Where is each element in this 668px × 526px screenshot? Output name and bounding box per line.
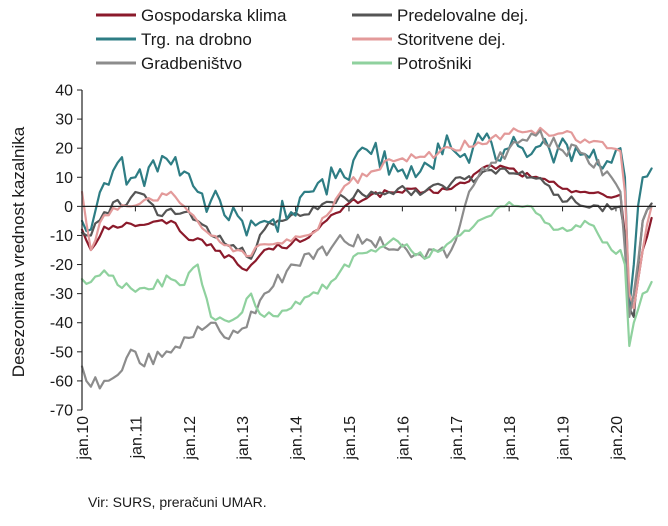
y-tick-label: 20 <box>55 141 73 158</box>
x-axis-ticks: jan.10 jan.11 jan.12 jan.13 jan.14 jan.15 jan.… <box>75 206 626 461</box>
x-tick-label: jan.17 <box>449 416 466 461</box>
y-tick-label: -30 <box>50 286 73 303</box>
x-tick-label: jan.19 <box>556 416 573 461</box>
y-tick-label: -70 <box>50 403 73 420</box>
x-tick-label: jan.14 <box>289 416 306 461</box>
y-axis-label: Desezonirana vrednost kazalnika <box>9 126 28 377</box>
y-tick-label: -50 <box>50 344 73 361</box>
series-line-1 <box>80 164 653 310</box>
x-tick-label: jan.16 <box>395 416 412 461</box>
x-tick-label: jan.15 <box>342 416 359 461</box>
legend-label: Predelovalne dej. <box>397 6 528 25</box>
legend-label: Trg. na drobno <box>141 30 252 49</box>
x-tick-label: jan.11 <box>128 416 145 460</box>
chart-legend: Gospodarska klima Predelovalne dej. Trg. n… <box>96 6 528 73</box>
legend-label: Potrošniki <box>397 54 472 73</box>
series-line-3 <box>80 132 653 310</box>
source-note: Vir: SURS, preračuni UMAR. <box>88 494 267 510</box>
legend-label: Gradbeništvo <box>141 54 242 73</box>
y-tick-label: 40 <box>55 83 73 100</box>
series-line-2 <box>80 167 653 318</box>
x-tick-label: jan.10 <box>75 416 92 461</box>
x-tick-label: jan.12 <box>182 416 199 461</box>
series-layer <box>80 126 653 390</box>
series-line-6 <box>80 201 653 348</box>
axes <box>81 90 656 410</box>
y-tick-label: -40 <box>50 315 73 332</box>
series-line-5 <box>80 129 653 390</box>
x-tick-label: jan.18 <box>502 416 519 461</box>
legend-label: Storitvene dej. <box>397 30 506 49</box>
y-tick-label: 30 <box>55 112 73 129</box>
y-tick-label: 10 <box>55 170 73 187</box>
legend-label: Gospodarska klima <box>141 6 287 25</box>
y-axis-ticks: 40 30 20 10 0 -10 -20 -30 -40 -50 -60 -70 <box>50 83 82 420</box>
x-tick-label: jan.20 <box>609 416 626 461</box>
y-tick-label: 0 <box>64 199 73 216</box>
x-tick-label: jan.13 <box>235 416 252 461</box>
series-line-4 <box>80 126 653 310</box>
y-tick-label: -60 <box>50 373 73 390</box>
y-tick-label: -20 <box>50 257 73 274</box>
y-tick-label: -10 <box>50 228 73 245</box>
